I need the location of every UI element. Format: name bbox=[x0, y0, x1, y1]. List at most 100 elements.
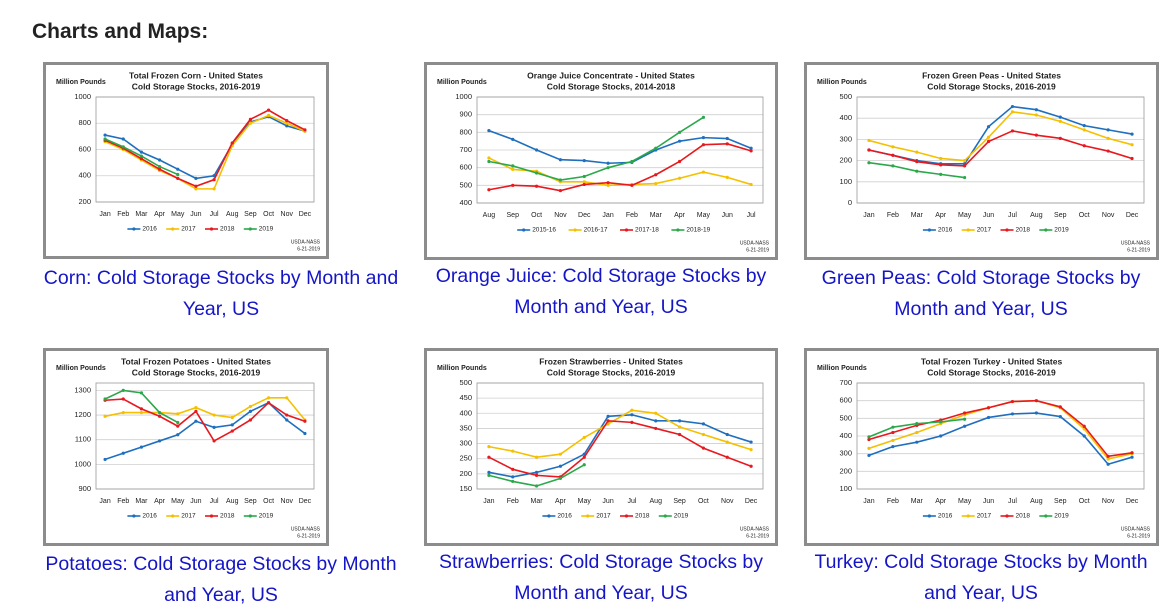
data-point bbox=[157, 167, 162, 171]
data-point bbox=[487, 156, 491, 160]
source-note: 6-21-2019 bbox=[297, 246, 320, 252]
data-point bbox=[266, 113, 271, 117]
y-tick-label: 200 bbox=[78, 197, 91, 206]
series-line bbox=[868, 110, 1133, 162]
data-point bbox=[867, 453, 871, 458]
y-axis-label: Million Pounds bbox=[817, 365, 867, 372]
legend-marker bbox=[1044, 514, 1048, 518]
chart-panel[interactable]: Total Frozen Potatoes - United States Col… bbox=[43, 348, 329, 546]
chart-panel[interactable]: Orange Juice Concentrate - United States… bbox=[424, 62, 778, 260]
x-tick-label: Jul bbox=[1008, 212, 1017, 219]
y-tick-label: 700 bbox=[459, 145, 472, 154]
legend-marker bbox=[663, 514, 667, 518]
legend-marker bbox=[209, 514, 214, 518]
legend-marker bbox=[132, 227, 136, 231]
legend-marker bbox=[927, 228, 931, 232]
chart-subtitle: Cold Storage Stocks, 2016-2019 bbox=[927, 81, 1056, 91]
heading: Charts and Maps: bbox=[32, 20, 209, 43]
x-tick-label: Nov bbox=[554, 212, 567, 219]
caption-link[interactable]: Corn: Cold Storage Stocks by Month and Y… bbox=[43, 267, 399, 320]
legend-marker bbox=[966, 514, 970, 518]
legend-label: 2018 bbox=[1016, 513, 1031, 520]
series-line bbox=[488, 157, 752, 187]
data-point bbox=[157, 414, 162, 418]
x-tick-label: Aug bbox=[1030, 212, 1043, 219]
x-tick-label: Sep bbox=[507, 212, 520, 219]
data-point bbox=[939, 156, 943, 161]
data-point bbox=[1058, 115, 1062, 119]
legend-label: 2016-17 bbox=[584, 227, 608, 234]
x-tick-label: Mar bbox=[650, 212, 663, 219]
x-tick-label: Apr bbox=[555, 498, 567, 505]
data-point bbox=[1130, 156, 1134, 161]
legend-marker bbox=[132, 514, 136, 518]
series-line bbox=[104, 109, 306, 188]
x-tick-label: Mar bbox=[135, 211, 148, 218]
data-point bbox=[963, 424, 967, 428]
data-point bbox=[725, 175, 729, 179]
legend-marker bbox=[522, 228, 526, 232]
chart-panel[interactable]: Frozen Strawberries - United States Cold … bbox=[424, 348, 778, 546]
chart-panel[interactable]: Total Frozen Turkey - United States Cold … bbox=[804, 348, 1159, 546]
series-line bbox=[488, 116, 704, 181]
x-tick-label: Dec bbox=[745, 498, 758, 505]
legend-marker bbox=[547, 514, 551, 518]
caption-link[interactable]: Potatoes: Cold Storage Stocks by Month a… bbox=[45, 553, 397, 606]
caption-link[interactable]: Strawberries: Cold Storage Stocks by Mon… bbox=[438, 551, 764, 604]
y-tick-label: 500 bbox=[459, 180, 472, 189]
y-tick-label: 300 bbox=[459, 439, 472, 448]
chart-panel[interactable]: Total Frozen Corn - United States Cold St… bbox=[43, 62, 329, 259]
data-point bbox=[1010, 110, 1015, 114]
x-tick-label: May bbox=[958, 212, 972, 219]
data-point bbox=[1082, 124, 1086, 128]
data-point bbox=[582, 455, 586, 459]
data-point bbox=[939, 434, 943, 438]
caption-link[interactable]: Turkey: Cold Storage Stocks by Month and… bbox=[814, 551, 1148, 604]
series-line bbox=[868, 418, 965, 438]
data-point bbox=[1034, 399, 1038, 403]
source-note: 6-21-2019 bbox=[1127, 247, 1150, 253]
data-point bbox=[749, 182, 753, 187]
data-point bbox=[1106, 457, 1110, 461]
data-point bbox=[606, 166, 610, 170]
y-axis-label: Million Pounds bbox=[817, 79, 867, 86]
data-point bbox=[230, 141, 234, 145]
data-point bbox=[194, 187, 198, 191]
data-point bbox=[194, 406, 198, 410]
data-point bbox=[654, 419, 658, 423]
source-note: USDA-NASS bbox=[1121, 526, 1151, 532]
y-tick-label: 1300 bbox=[74, 385, 91, 394]
data-point bbox=[1130, 143, 1134, 147]
x-tick-label: Jan bbox=[863, 498, 874, 505]
data-point bbox=[654, 426, 658, 431]
data-point bbox=[1034, 411, 1038, 415]
x-tick-label: Oct bbox=[263, 211, 274, 218]
x-tick-label: Aug bbox=[483, 212, 496, 219]
y-tick-label: 100 bbox=[839, 177, 852, 186]
data-point bbox=[725, 440, 729, 444]
data-point bbox=[1106, 454, 1110, 458]
data-point bbox=[891, 445, 895, 449]
y-tick-label: 150 bbox=[459, 484, 472, 493]
data-point bbox=[248, 121, 253, 125]
legend-label: 2018 bbox=[635, 513, 650, 520]
y-tick-label: 1000 bbox=[455, 92, 472, 101]
data-point bbox=[891, 438, 895, 443]
data-point bbox=[157, 410, 162, 415]
caption-link[interactable]: Green Peas: Cold Storage Stocks by Month… bbox=[821, 267, 1141, 320]
y-tick-label: 800 bbox=[459, 127, 472, 136]
legend-marker bbox=[624, 514, 629, 518]
chart-title: Total Frozen Turkey - United States bbox=[921, 356, 1063, 366]
data-point bbox=[534, 184, 539, 188]
y-tick-label: 600 bbox=[78, 144, 91, 153]
legend-label: 2017-18 bbox=[635, 227, 659, 234]
legend-marker bbox=[1005, 514, 1009, 518]
caption-link[interactable]: Orange Juice: Cold Storage Stocks by Mon… bbox=[435, 265, 767, 318]
legend-marker bbox=[676, 228, 680, 232]
data-point bbox=[677, 139, 682, 143]
data-point bbox=[867, 148, 871, 152]
data-point bbox=[1058, 119, 1062, 123]
data-point bbox=[511, 137, 515, 141]
y-tick-label: 1200 bbox=[74, 410, 91, 419]
chart-panel[interactable]: Frozen Green Peas - United States Cold St… bbox=[804, 62, 1159, 260]
